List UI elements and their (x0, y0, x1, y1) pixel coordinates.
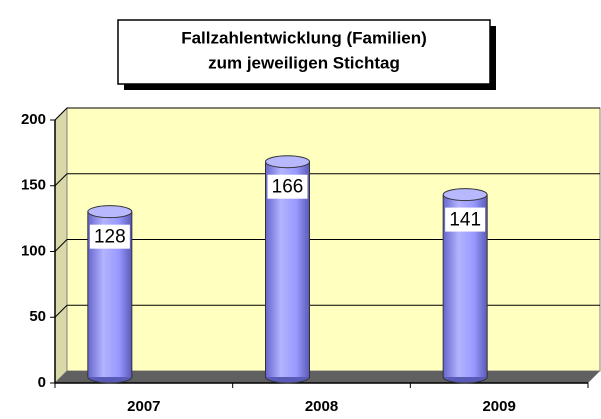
value-label: 166 (272, 177, 304, 198)
y-tick-label: 50 (29, 308, 46, 325)
bar-top (265, 155, 310, 169)
x-tick-label: 2007 (127, 398, 160, 415)
bar-top (87, 205, 133, 219)
y-tick-label: 150 (21, 177, 46, 194)
grid-line (54, 173, 68, 187)
value-label: 128 (94, 227, 126, 248)
chart-title: Fallzahlentwicklung (Familien) (181, 28, 427, 47)
x-tick-label: 2008 (305, 398, 338, 415)
x-tick-label: 2009 (482, 398, 515, 415)
bar-top (442, 188, 488, 202)
title-box (117, 19, 491, 85)
y-tick-label: 200 (21, 111, 46, 128)
floor (55, 371, 600, 383)
chart-title: zum jeweiligen Stichtag (208, 53, 400, 72)
value-label-box (267, 174, 308, 199)
grid-line (54, 107, 68, 121)
y-tick-label: 100 (21, 242, 46, 259)
y-tick-label: 0 (38, 374, 46, 391)
value-label-box (89, 224, 130, 249)
value-label: 141 (449, 210, 481, 231)
grid-line (54, 239, 68, 252)
value-label-box (445, 207, 486, 232)
grid-line (54, 304, 68, 318)
